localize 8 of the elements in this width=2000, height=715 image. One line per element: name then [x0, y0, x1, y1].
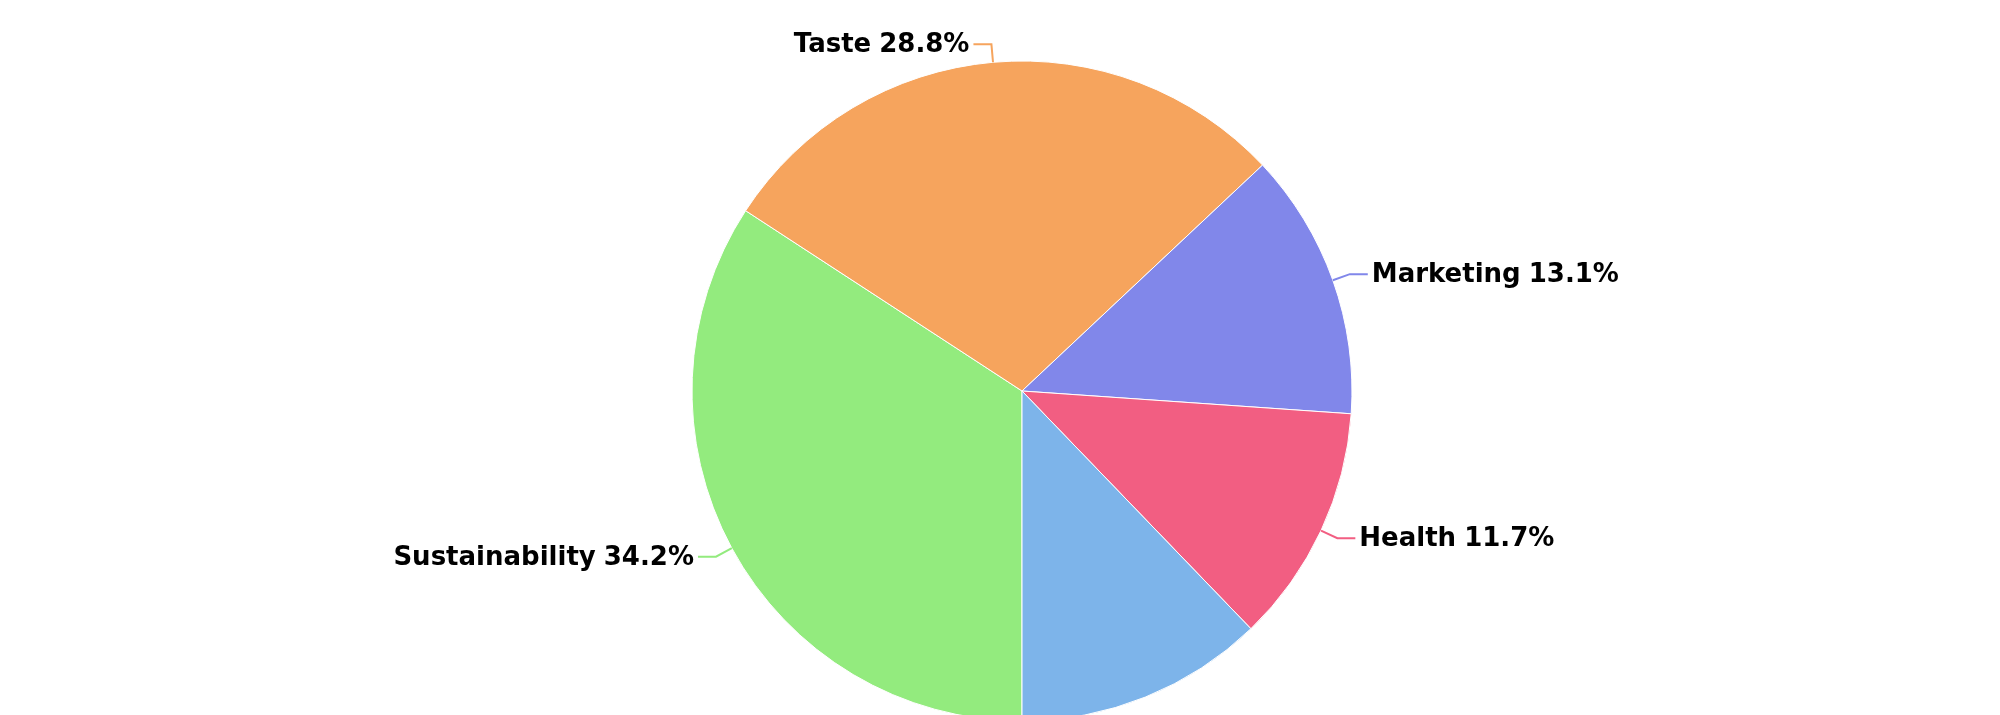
data-label: 34.2%	[603, 540, 694, 571]
slice-label: Marketing	[1371, 257, 1521, 288]
slice-label: Sustainability	[393, 540, 596, 571]
data-label: 13.1%	[1528, 257, 1619, 288]
slice-label: Health	[1359, 521, 1457, 552]
data-label: 11.7%	[1464, 521, 1555, 552]
data-label: 28.8%	[879, 27, 970, 58]
slice-label: Taste	[793, 27, 872, 58]
